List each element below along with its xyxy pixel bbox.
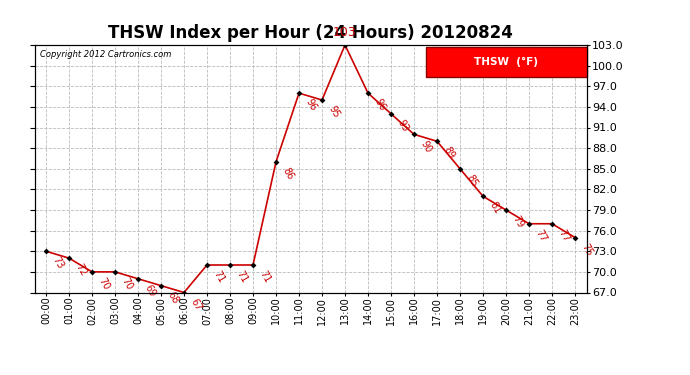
Text: 90: 90 bbox=[418, 138, 433, 154]
Text: 81: 81 bbox=[487, 200, 502, 216]
Text: 75: 75 bbox=[579, 242, 594, 258]
Text: 72: 72 bbox=[73, 262, 88, 278]
FancyBboxPatch shape bbox=[426, 48, 586, 77]
Text: 68: 68 bbox=[165, 290, 180, 305]
Text: 71: 71 bbox=[257, 269, 272, 285]
Text: 70: 70 bbox=[119, 276, 134, 292]
Text: 70: 70 bbox=[96, 276, 111, 292]
Text: THSW  (°F): THSW (°F) bbox=[475, 57, 538, 68]
Text: 96: 96 bbox=[303, 97, 318, 113]
Text: 96: 96 bbox=[372, 97, 387, 113]
Text: 69: 69 bbox=[142, 283, 157, 298]
Text: 79: 79 bbox=[510, 214, 525, 230]
Text: 67: 67 bbox=[188, 297, 203, 312]
Text: 71: 71 bbox=[211, 269, 226, 285]
Text: 93: 93 bbox=[395, 118, 410, 134]
Text: 85: 85 bbox=[464, 173, 479, 189]
Text: Copyright 2012 Cartronics.com: Copyright 2012 Cartronics.com bbox=[40, 50, 171, 59]
Text: 95: 95 bbox=[326, 104, 341, 120]
Text: 77: 77 bbox=[533, 228, 548, 244]
Text: 103: 103 bbox=[333, 27, 357, 39]
Text: 73: 73 bbox=[50, 255, 65, 271]
Text: 86: 86 bbox=[280, 166, 295, 182]
Text: 71: 71 bbox=[234, 269, 249, 285]
Text: 77: 77 bbox=[556, 228, 571, 244]
Title: THSW Index per Hour (24 Hours) 20120824: THSW Index per Hour (24 Hours) 20120824 bbox=[108, 24, 513, 42]
Text: 89: 89 bbox=[441, 146, 456, 161]
